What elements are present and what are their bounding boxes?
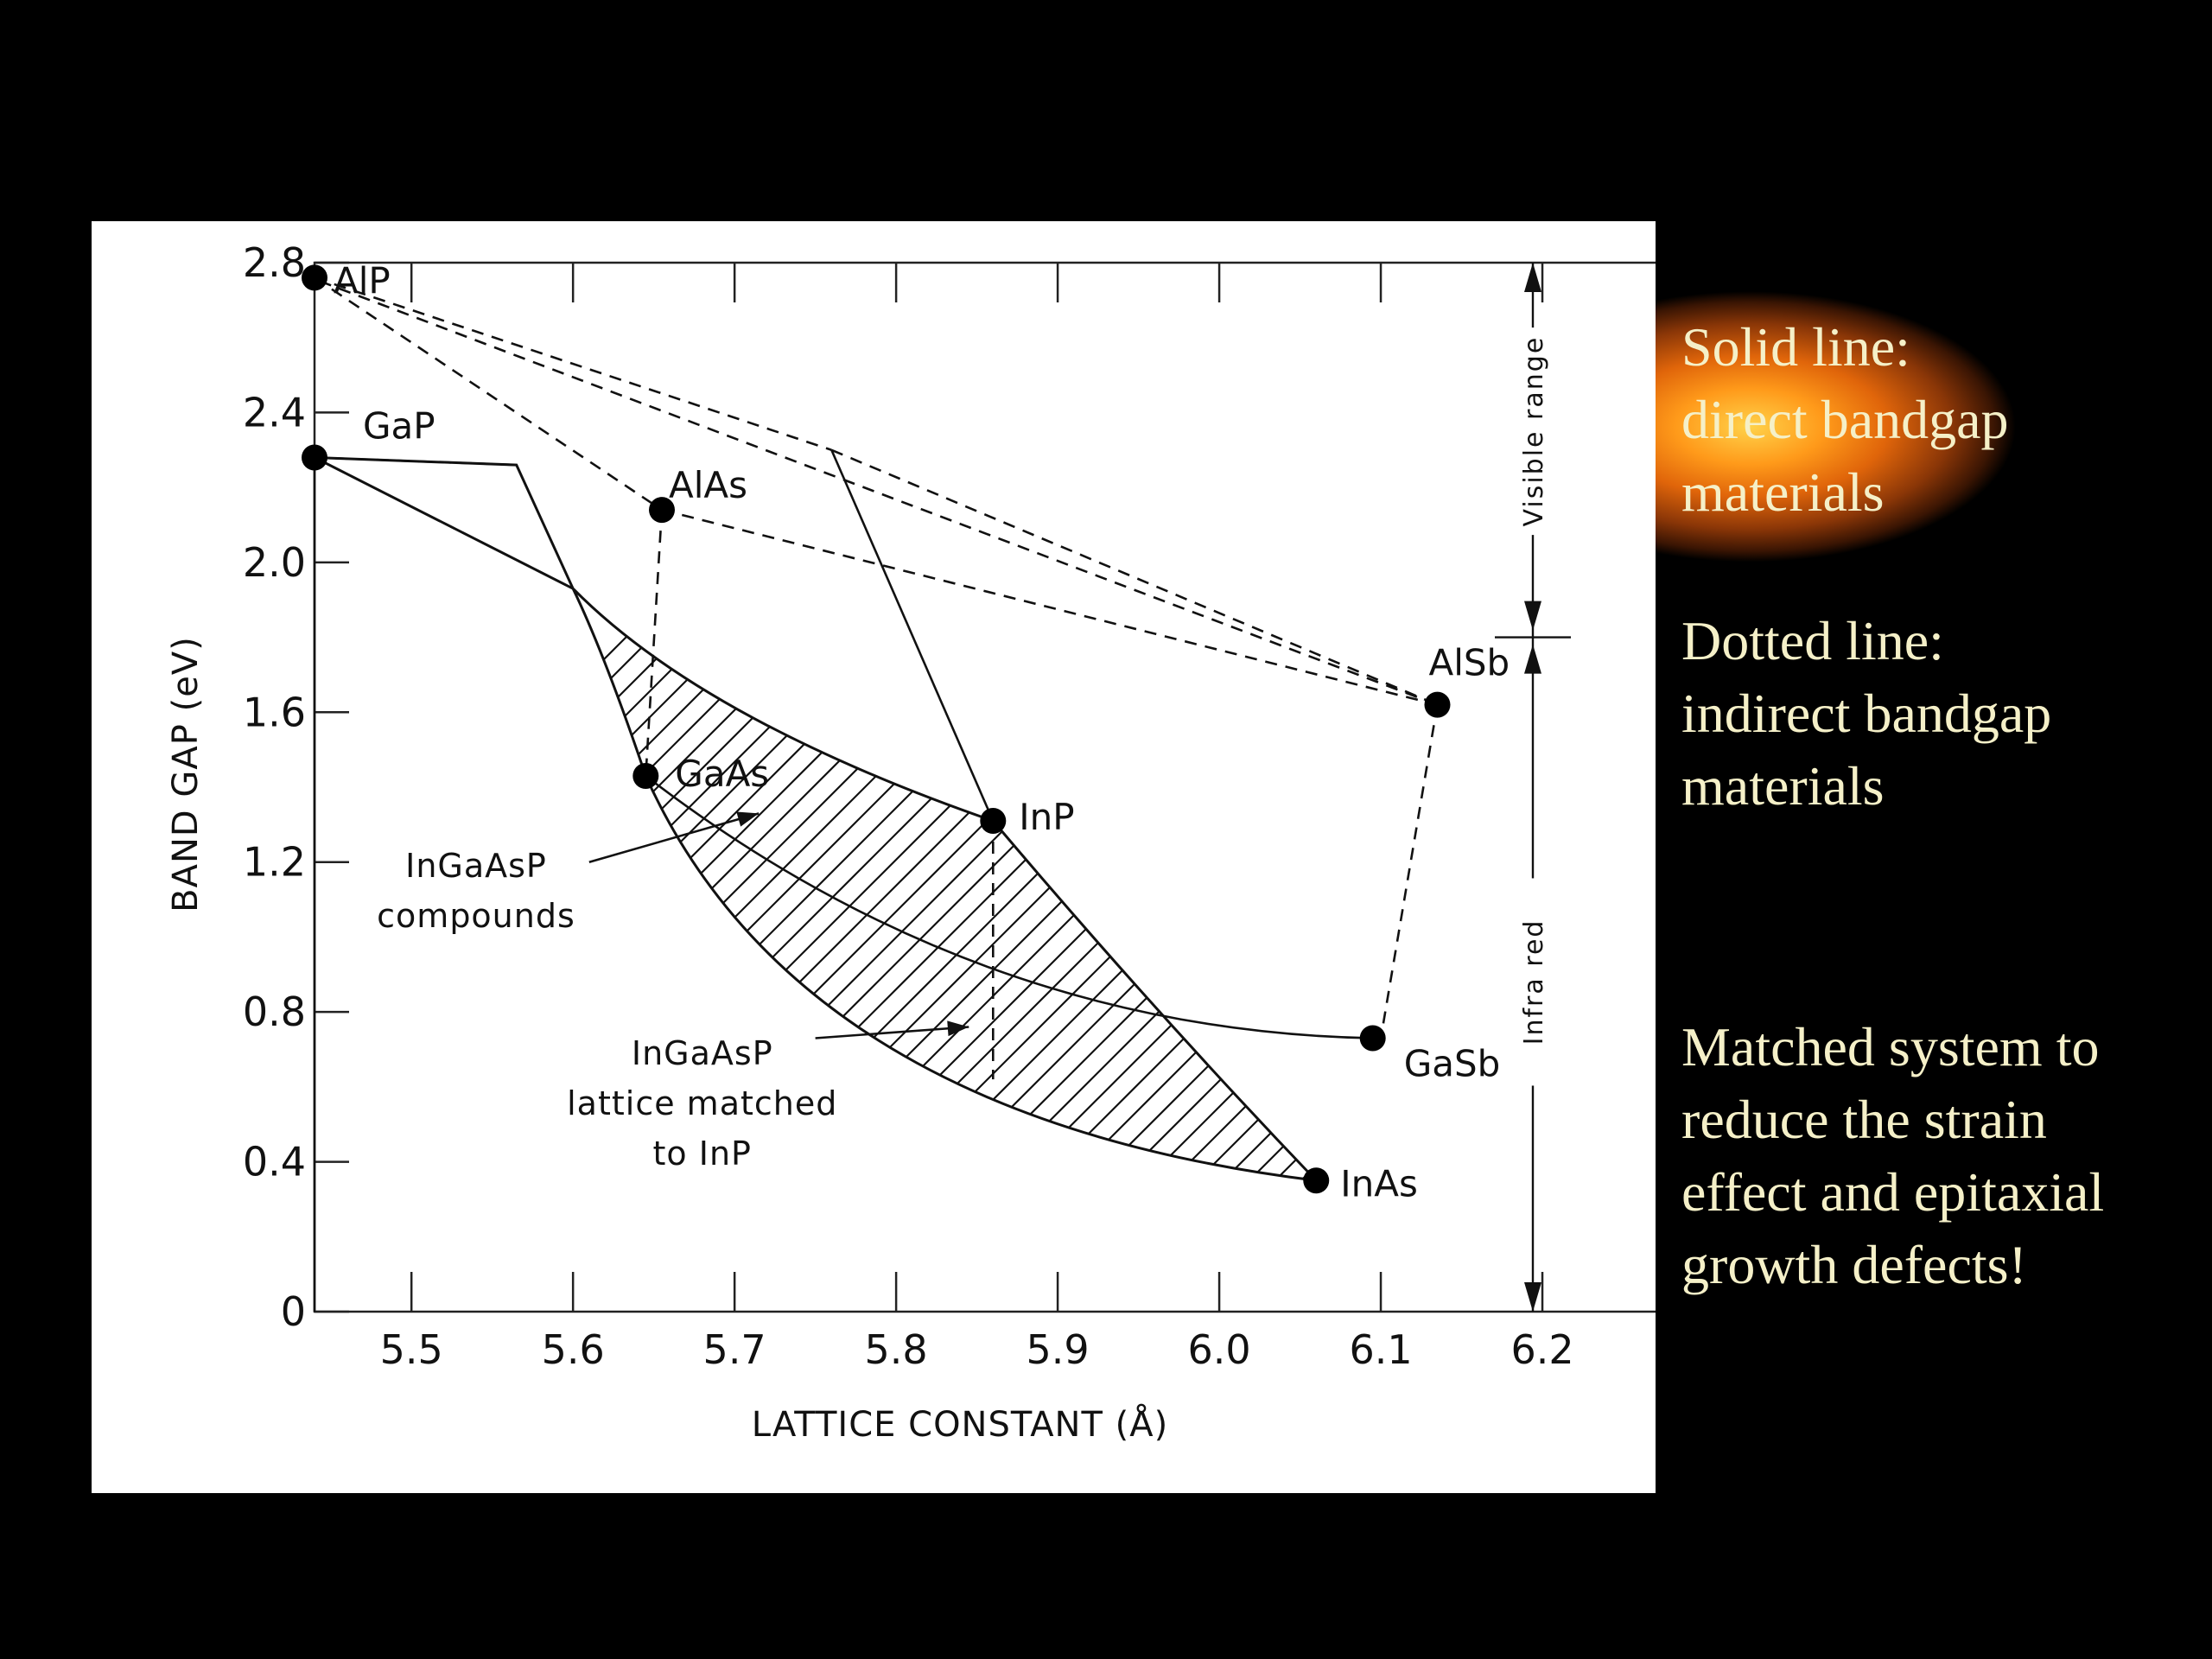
hatch-line: [618, 457, 1317, 1181]
visible-arrow-bottom: [1524, 601, 1541, 631]
point-inas: [1303, 1167, 1330, 1194]
dotted-line-note: Dotted line: indirect bandgap materials: [1681, 610, 2052, 817]
hatch-line: [315, 457, 1317, 1181]
point-label-gasb: GaSb: [1404, 1042, 1501, 1084]
hatch-line: [315, 457, 1224, 1181]
hatch-line: [1448, 221, 1656, 1344]
hatch-line: [1240, 457, 1317, 1181]
y-tick-label: 1.6: [243, 689, 306, 735]
x-axis-title: LATTICE CONSTANT (Å): [752, 1403, 1168, 1445]
point-gaas: [632, 762, 659, 789]
hatch-line: [315, 457, 1317, 1181]
hatch-line: [696, 457, 1317, 1181]
point-label-inas: InAs: [1340, 1162, 1418, 1205]
plot-frame: [313, 261, 1656, 1313]
y-tick-label: 1.2: [243, 839, 306, 886]
data-points: AlP GaP AlAs AlSb GaAs InP GaSb InAs InGaAsP comp…: [302, 259, 1510, 1205]
matched-system-note: Matched system to reduce the strain effe…: [1681, 1016, 2105, 1295]
line-alsb-gasb: [1379, 704, 1439, 1039]
point-gasb: [1359, 1025, 1386, 1052]
line-alp-alas: [314, 276, 663, 512]
hatch-line: [1552, 221, 1656, 1344]
x-tick-label: 5.6: [542, 1326, 605, 1373]
hatch-line: [1578, 221, 1656, 1344]
infrared-arrow-top: [1524, 644, 1541, 674]
point-alp: [302, 264, 327, 291]
y-tick-label: 0.8: [243, 988, 306, 1035]
arrow-compounds-head: [736, 811, 760, 827]
y-tick-label: 2.8: [243, 239, 306, 286]
y-tick-label: 0: [281, 1288, 306, 1335]
arrow-matched: [815, 1026, 969, 1039]
line-alp-alsb-lower: [319, 280, 1438, 706]
solid-line-note: Solid line: direct bandgap materials: [1681, 316, 2009, 523]
plot-border: [313, 261, 1656, 1313]
hatch-line: [1474, 221, 1656, 1344]
hatch-line: [1033, 457, 1317, 1181]
line-to-inp: [830, 449, 995, 822]
hatch-line: [315, 457, 1317, 1181]
y-tick-label: 0.4: [243, 1139, 306, 1185]
ingaasp-region: [315, 221, 1656, 1344]
highlight-glow: [1656, 256, 2084, 612]
region-outline: [315, 455, 1320, 1183]
point-label-alsb: AlSb: [1428, 642, 1510, 684]
line-gaas-gasb: [645, 774, 1373, 1039]
hatch-line: [1630, 221, 1656, 1344]
visible-range-label: Visible range: [1519, 336, 1549, 527]
axis-ticks: 5.5 5.6 5.7 5.8 5.9 6.0 6.1 6.2 0 0.4 0.8 1.2 1.6 2.0…: [243, 239, 1574, 1373]
point-gap: [302, 444, 327, 471]
spectral-range-markers: Visible range Infra red: [1495, 263, 1571, 1312]
x-tick-label: 5.5: [380, 1326, 443, 1373]
point-label-alas: AlAs: [669, 464, 747, 506]
hatch-line: [315, 457, 1043, 1181]
point-label-gaas: GaAs: [675, 753, 769, 795]
line-alas-alsb: [661, 508, 1438, 706]
hatch-line: [1007, 457, 1317, 1181]
annotation-compounds: InGaAsP compounds: [377, 847, 575, 935]
hatch-line: [1188, 457, 1317, 1181]
line-alp-alsb-upper-2: [830, 448, 1438, 706]
y-axis-title: BAND GAP (eV): [166, 636, 206, 912]
line-alas-gaas: [645, 510, 664, 777]
x-tick-label: 5.9: [1027, 1326, 1090, 1373]
x-tick-label: 5.7: [703, 1326, 766, 1373]
infrared-label: Infra red: [1519, 919, 1549, 1046]
point-label-inp: InP: [1019, 796, 1074, 838]
hatch-line: [462, 457, 1317, 1181]
hatch-line: [315, 457, 1250, 1181]
arrow-compounds: [588, 812, 760, 863]
hatch-line: [1058, 457, 1317, 1181]
x-tick-label: 5.8: [865, 1326, 928, 1373]
visible-arrow-top: [1524, 263, 1541, 292]
hatch-line: [644, 457, 1317, 1181]
annotation-lattice-matched: InGaAsP lattice matched to InP: [567, 1034, 837, 1173]
point-alas: [649, 497, 675, 524]
line-gap-lower: [314, 456, 574, 590]
chart-panel: 5.5 5.6 5.7 5.8 5.9 6.0 6.1 6.2 0 0.4 0.8 1.2 1.6 2.0…: [92, 221, 1656, 1493]
visible-range-label-bg: [1516, 327, 1550, 536]
arrow-matched-head: [947, 1020, 969, 1037]
y-tick-label: 2.4: [243, 389, 306, 435]
hatch-line: [315, 457, 1069, 1181]
point-label-alp: AlP: [334, 259, 391, 302]
x-tick-label: 6.2: [1510, 1326, 1573, 1373]
hatch-line: [315, 457, 1317, 1181]
infrared-arrow-bottom: [1524, 1282, 1541, 1312]
series-lines: [313, 276, 1439, 1312]
line-gap-top: [314, 456, 517, 467]
infrared-label-bg: [1516, 878, 1550, 1086]
hatch-line: [488, 457, 1317, 1181]
point-label-gap: GaP: [363, 404, 435, 447]
x-tick-label: 6.1: [1349, 1326, 1412, 1373]
y-tick-label: 2.0: [243, 539, 306, 586]
bandgap-chart: 5.5 5.6 5.7 5.8 5.9 6.0 6.1 6.2 0 0.4 0.8 1.2 1.6 2.0…: [166, 221, 1656, 1445]
hatch-line: [1084, 457, 1317, 1181]
region-hatching: [315, 221, 1656, 1344]
line-alp-alsb-upper: [314, 276, 832, 452]
hatch-line: [1604, 221, 1656, 1344]
point-inp: [980, 808, 1007, 835]
point-alsb: [1424, 691, 1451, 718]
x-tick-label: 6.0: [1187, 1326, 1250, 1373]
